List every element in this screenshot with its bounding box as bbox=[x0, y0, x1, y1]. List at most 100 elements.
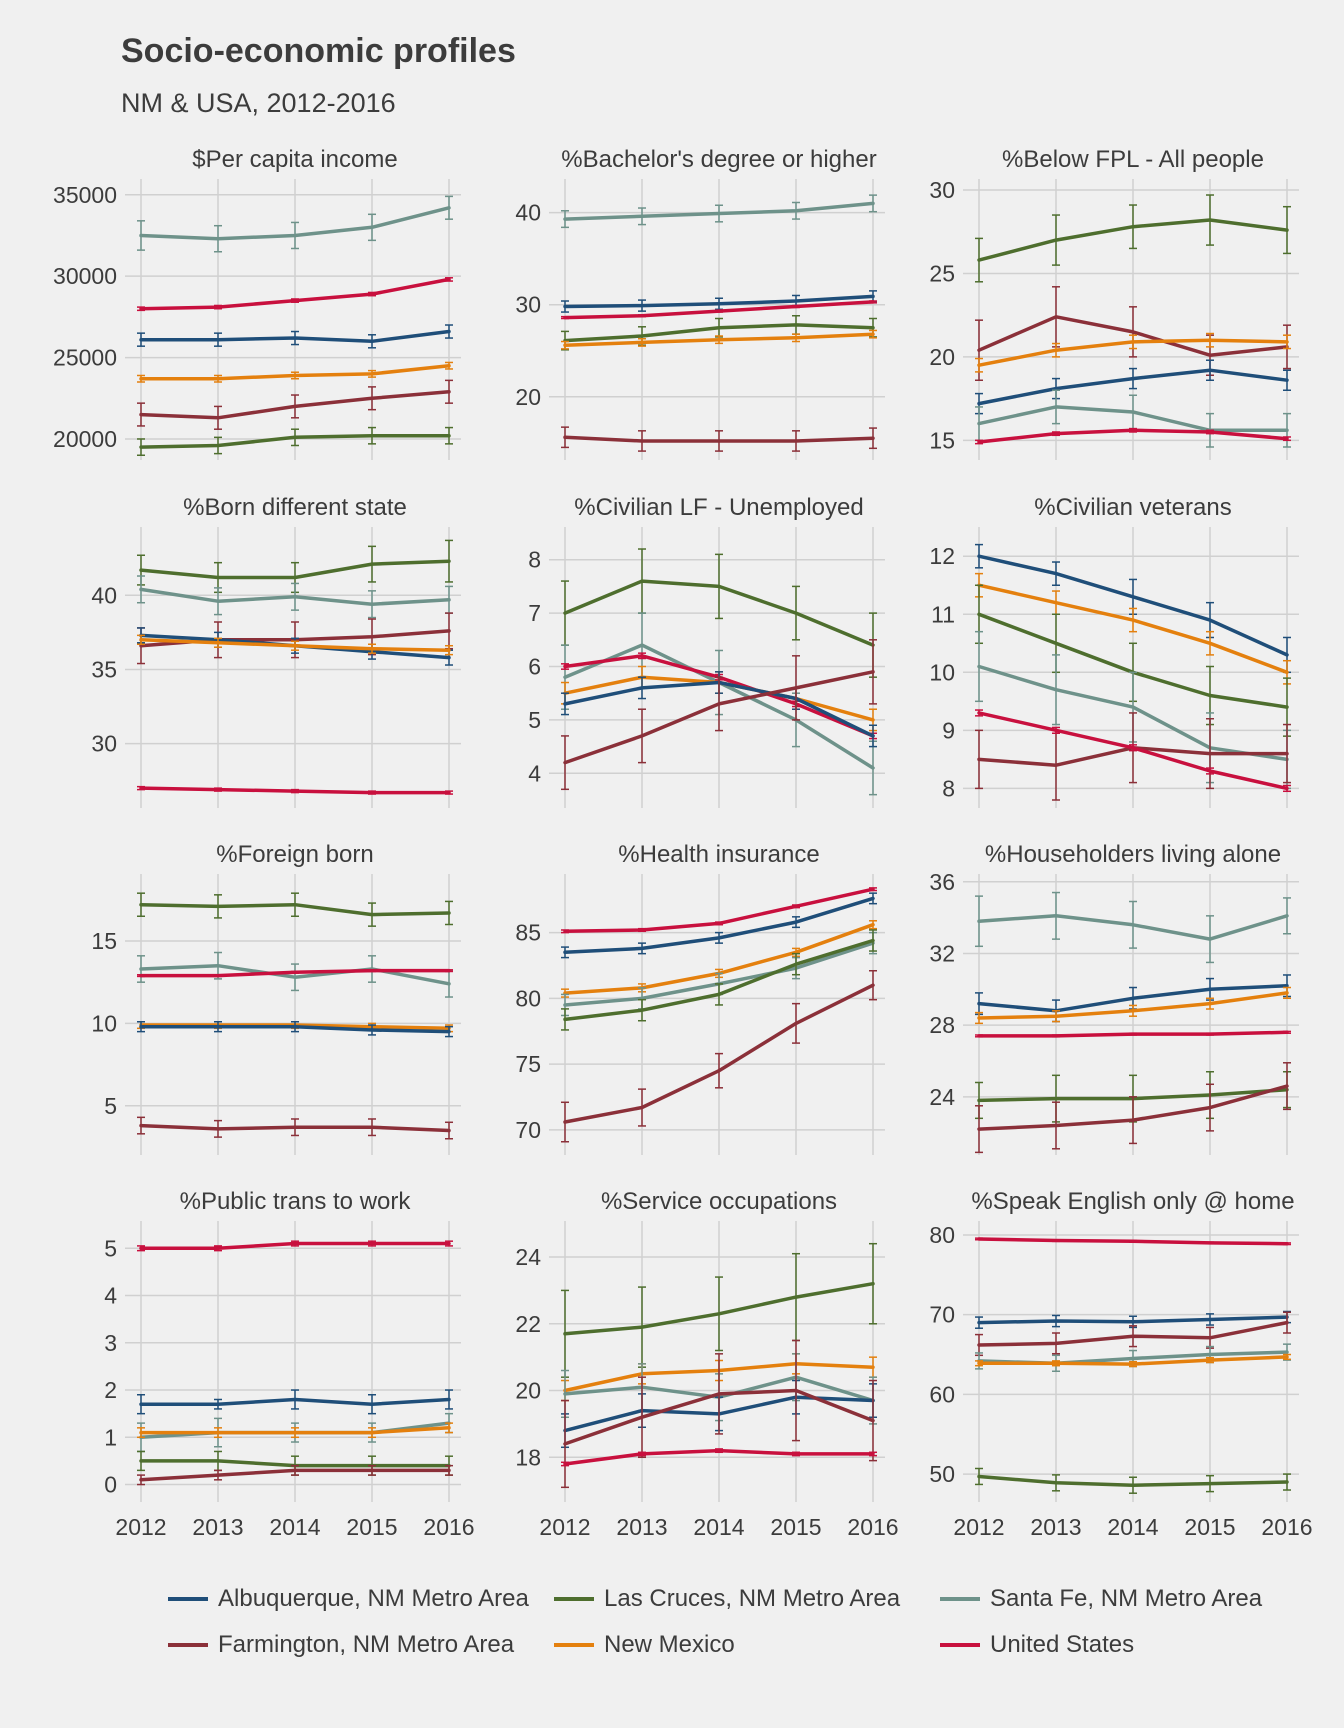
y-tick-label: 40 bbox=[515, 200, 541, 226]
facet-panel: %Civilian LF - Unemployed 4 5 6 7 8 bbox=[528, 494, 885, 808]
chart-subtitle: NM & USA, 2012-2016 bbox=[121, 88, 396, 118]
series-line-farmington bbox=[977, 1320, 1289, 1347]
y-tick-label: 4 bbox=[104, 1283, 117, 1309]
y-tick-label: 80 bbox=[515, 985, 541, 1011]
facet-title: %Below FPL - All people bbox=[1002, 146, 1264, 173]
y-tick-label: 30 bbox=[515, 292, 541, 318]
facet-panel: %Bachelor's degree or higher 20 30 40 bbox=[515, 146, 885, 460]
x-tick-label: 2013 bbox=[192, 1514, 243, 1540]
y-tick-label: 5 bbox=[104, 1235, 117, 1261]
x-tick-label: 2012 bbox=[115, 1514, 166, 1540]
series-line-albuquerque bbox=[977, 554, 1289, 657]
series-line-las_cruces bbox=[563, 938, 875, 1022]
y-tick-label: 1 bbox=[104, 1424, 117, 1450]
legend-item: New Mexico bbox=[554, 1631, 735, 1659]
y-tick-label: 20 bbox=[515, 1378, 541, 1404]
series-line-las_cruces bbox=[139, 902, 451, 917]
legend-label: Farmington, NM Metro Area bbox=[218, 1631, 515, 1658]
facet-panel: %Civilian veterans 8 9 10 11 12 bbox=[929, 494, 1299, 808]
series-line-new_mexico bbox=[977, 338, 1289, 367]
series-line-las_cruces bbox=[139, 433, 451, 449]
x-tick-label: 2015 bbox=[770, 1514, 821, 1540]
x-tick-label: 2016 bbox=[1261, 1514, 1312, 1540]
series-line-new_mexico bbox=[977, 583, 1289, 675]
series-line-santa_fe bbox=[139, 206, 451, 241]
y-tick-label: 35 bbox=[91, 656, 117, 682]
y-tick-label: 35000 bbox=[53, 182, 117, 208]
series-line-united_states bbox=[139, 786, 451, 795]
x-tick-label: 2013 bbox=[616, 1514, 667, 1540]
series-line-las_cruces bbox=[139, 559, 451, 580]
series-line-new_mexico bbox=[139, 363, 451, 381]
y-tick-label: 70 bbox=[929, 1302, 955, 1328]
series-line-albuquerque bbox=[563, 896, 875, 955]
series-line-albuquerque bbox=[977, 1315, 1289, 1325]
legend-swatch bbox=[554, 1643, 594, 1647]
y-tick-label: 2 bbox=[104, 1377, 117, 1403]
y-tick-label: 36 bbox=[929, 869, 955, 895]
legend: Albuquerque, NM Metro Area Las Cruces, NM… bbox=[168, 1585, 1308, 1685]
x-tick-label: 2012 bbox=[953, 1514, 1004, 1540]
series-line-santa_fe bbox=[563, 201, 875, 221]
series-line-new_mexico bbox=[977, 1355, 1289, 1366]
y-tick-label: 70 bbox=[515, 1117, 541, 1143]
series-line-farmington bbox=[977, 1084, 1289, 1131]
series-line-las_cruces bbox=[977, 218, 1289, 262]
y-tick-label: 30 bbox=[929, 177, 955, 203]
x-tick-label: 2015 bbox=[346, 1514, 397, 1540]
series-line-farmington bbox=[563, 1388, 875, 1446]
series-line-new_mexico bbox=[139, 638, 451, 652]
series-line-new_mexico bbox=[563, 332, 875, 347]
series-line-united_states bbox=[139, 968, 451, 978]
y-tick-label: 6 bbox=[528, 654, 541, 680]
legend-item: Albuquerque, NM Metro Area bbox=[168, 1585, 529, 1613]
facet-title: %Foreign born bbox=[216, 841, 373, 868]
facet-title: %Health insurance bbox=[618, 841, 819, 868]
legend-item: Las Cruces, NM Metro Area bbox=[554, 1585, 900, 1613]
chart-title: Socio-economic profiles bbox=[121, 32, 516, 70]
legend-label: Santa Fe, NM Metro Area bbox=[990, 1585, 1263, 1612]
x-tick-label: 2012 bbox=[539, 1514, 590, 1540]
series-line-albuquerque bbox=[139, 329, 451, 344]
y-tick-label: 32 bbox=[929, 940, 955, 966]
series-line-santa_fe bbox=[139, 963, 451, 986]
series-line-farmington bbox=[139, 1123, 451, 1133]
legend-swatch bbox=[554, 1597, 594, 1601]
series-line-new_mexico bbox=[139, 1426, 451, 1435]
series-line-las_cruces bbox=[563, 323, 875, 343]
y-tick-label: 4 bbox=[528, 760, 541, 786]
series-line-united_states bbox=[563, 300, 875, 320]
y-tick-label: 20 bbox=[929, 344, 955, 370]
facet-panel: $Per capita income 20000 25000 30000 35000 bbox=[53, 146, 461, 460]
legend-swatch bbox=[940, 1597, 980, 1601]
series-line-albuquerque bbox=[139, 1397, 451, 1406]
legend-swatch bbox=[168, 1597, 208, 1601]
series-line-united_states bbox=[563, 1448, 875, 1466]
facet-panel: %Born different state 30 35 40 bbox=[91, 494, 461, 808]
y-tick-label: 12 bbox=[929, 543, 955, 569]
y-tick-label: 50 bbox=[929, 1461, 955, 1487]
y-tick-label: 28 bbox=[929, 1012, 955, 1038]
y-tick-label: 22 bbox=[515, 1311, 541, 1337]
series-line-santa_fe bbox=[977, 914, 1289, 941]
legend-item: Farmington, NM Metro Area bbox=[168, 1631, 514, 1659]
legend-label: New Mexico bbox=[604, 1631, 735, 1658]
series-line-united_states bbox=[977, 711, 1289, 791]
series-line-albuquerque bbox=[977, 368, 1289, 406]
legend-item: United States bbox=[940, 1631, 1134, 1659]
facet-panel: %Service occupations 18 20 22 24 2012 2013 2014… bbox=[515, 1188, 898, 1540]
y-tick-label: 10 bbox=[91, 1010, 117, 1036]
y-tick-label: 20 bbox=[515, 384, 541, 410]
facet-panel: %Foreign born 5 10 15 bbox=[91, 841, 461, 1155]
y-tick-label: 3 bbox=[104, 1330, 117, 1356]
y-tick-label: 25 bbox=[929, 260, 955, 286]
facet-title: %Speak English only @ home bbox=[971, 1188, 1294, 1215]
y-tick-label: 40 bbox=[91, 582, 117, 608]
facet-panel: %Below FPL - All people 15 20 25 30 bbox=[929, 146, 1299, 460]
facet-title: %Civilian veterans bbox=[1034, 494, 1231, 521]
facet-title: %Public trans to work bbox=[180, 1188, 412, 1215]
legend-swatch bbox=[168, 1643, 208, 1647]
legend-label: Albuquerque, NM Metro Area bbox=[218, 1585, 529, 1612]
facet-title: %Civilian LF - Unemployed bbox=[574, 494, 863, 521]
